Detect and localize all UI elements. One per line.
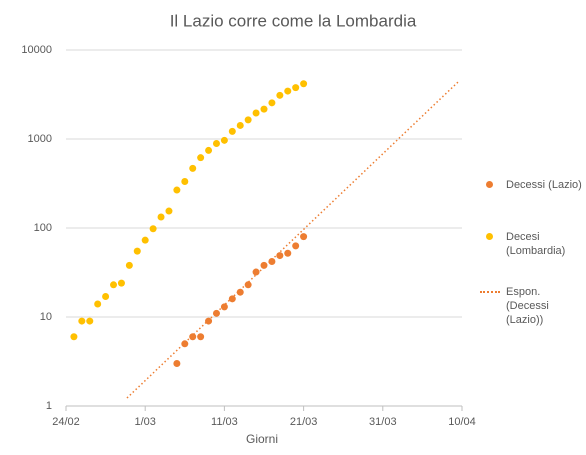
x-tick-label: 31/03 — [369, 416, 397, 428]
y-tick-label: 10 — [40, 311, 52, 323]
legend-item: Decesi (Lombardia) — [480, 230, 584, 258]
legend-swatch — [486, 233, 493, 240]
point — [268, 258, 276, 266]
point — [220, 136, 228, 144]
x-tick-label: 1/03 — [134, 416, 155, 428]
x-tick-label: 21/03 — [290, 416, 318, 428]
point — [236, 288, 244, 296]
point — [252, 268, 260, 276]
point — [110, 281, 118, 289]
point — [173, 360, 181, 368]
x-tick-label: 10/04 — [448, 416, 476, 428]
point — [292, 242, 300, 250]
point — [133, 247, 141, 255]
point — [165, 207, 173, 215]
legend-swatch — [486, 181, 493, 188]
legend-swatch — [480, 291, 500, 293]
point — [86, 317, 94, 325]
point — [157, 213, 165, 221]
point — [197, 154, 205, 162]
point — [189, 333, 197, 341]
point — [284, 87, 292, 95]
point — [197, 333, 205, 341]
x-tick-label: 24/02 — [52, 416, 80, 428]
y-tick-label: 10000 — [21, 44, 52, 56]
point — [94, 300, 102, 308]
point — [252, 109, 260, 117]
point — [102, 292, 110, 300]
point — [276, 252, 284, 260]
point — [181, 340, 189, 348]
point — [212, 140, 220, 148]
point — [125, 261, 133, 269]
legend-item: Decessi (Lazio) — [480, 178, 584, 192]
point — [141, 236, 149, 244]
point — [181, 178, 189, 186]
point — [260, 261, 268, 269]
point — [300, 233, 308, 241]
y-tick-label: 1 — [46, 400, 52, 412]
x-tick-label: 11/03 — [211, 416, 238, 428]
legend-label: Espon. (Decessi (Lazio)) — [506, 286, 549, 326]
point — [78, 317, 86, 325]
point — [300, 80, 308, 88]
point — [149, 225, 157, 233]
point — [220, 303, 228, 311]
point — [244, 281, 252, 289]
point — [205, 146, 213, 154]
y-tick-label: 100 — [34, 222, 52, 234]
point — [284, 249, 292, 257]
chart-title: Il Lazio corre come la Lombardia — [170, 11, 417, 30]
point — [70, 333, 78, 341]
trendline — [126, 81, 459, 399]
legend-label: Decesi (Lombardia) — [506, 231, 566, 257]
legend-item: Espon. (Decessi (Lazio)) — [480, 285, 584, 327]
point — [244, 116, 252, 124]
point — [260, 105, 268, 113]
point — [276, 91, 284, 99]
x-axis-label: Giorni — [246, 432, 278, 446]
point — [268, 99, 276, 107]
legend-label: Decessi (Lazio) — [506, 179, 582, 191]
point — [236, 121, 244, 129]
point — [228, 295, 236, 303]
point — [189, 164, 197, 172]
point — [117, 279, 125, 287]
point — [292, 84, 300, 92]
point — [228, 127, 236, 135]
point — [173, 186, 181, 194]
point — [212, 309, 220, 317]
y-tick-label: 1000 — [28, 133, 52, 145]
